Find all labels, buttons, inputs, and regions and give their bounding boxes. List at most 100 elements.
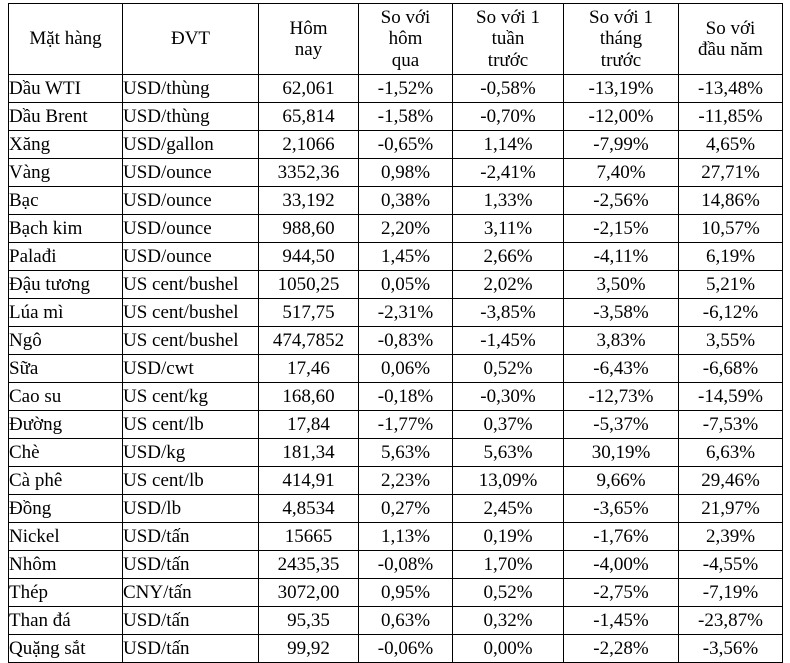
change-vs-week-cell: 0,37% xyxy=(452,410,564,439)
change-vs-month-cell: 3,50% xyxy=(563,270,679,299)
change-vs-ytd-cell: -7,53% xyxy=(678,410,783,439)
unit-cell: USD/cwt xyxy=(122,354,259,383)
change-vs-week-cell: 2,02% xyxy=(452,270,564,299)
change-vs-yesterday-cell: 0,95% xyxy=(358,578,453,607)
commodity-name-cell: Nhôm xyxy=(8,550,123,579)
unit-cell: US cent/kg xyxy=(122,382,259,411)
change-vs-week-cell: 1,14% xyxy=(452,130,564,159)
change-vs-ytd-cell: 3,55% xyxy=(678,326,783,355)
header-line: tuần xyxy=(491,28,525,50)
table-row: Chè USD/kg 181,34 5,63% 5,63% 30,19% 6,63% xyxy=(8,438,783,467)
today-price-cell: 17,46 xyxy=(258,354,359,383)
change-vs-ytd-cell: 10,57% xyxy=(678,214,783,243)
commodity-name-cell: Dầu WTI xyxy=(8,74,123,103)
change-vs-ytd-cell: -7,19% xyxy=(678,578,783,607)
change-vs-ytd-cell: 21,97% xyxy=(678,494,783,523)
change-vs-month-cell: -3,58% xyxy=(563,298,679,327)
table-row: Xăng USD/gallon 2,1066 -0,65% 1,14% -7,99% 4,6… xyxy=(8,130,783,159)
table-row: Cao su US cent/kg 168,60 -0,18% -0,30% -12,73… xyxy=(8,382,783,411)
today-price-cell: 988,60 xyxy=(258,214,359,243)
change-vs-week-cell: 0,32% xyxy=(452,606,564,635)
header-line: qua xyxy=(391,49,420,71)
commodity-name-cell: Bạc xyxy=(8,186,123,215)
change-vs-yesterday-cell: -1,58% xyxy=(358,102,453,131)
change-vs-week-cell: -1,45% xyxy=(452,326,564,355)
change-vs-month-cell: 3,83% xyxy=(563,326,679,355)
change-vs-yesterday-cell: -1,77% xyxy=(358,410,453,439)
unit-cell: USD/tấn xyxy=(122,606,259,635)
header-line: hôm xyxy=(388,28,423,50)
table-row: Dầu WTI USD/thùng 62,061 -1,52% -0,58% -13,19… xyxy=(8,74,783,103)
unit-cell: USD/ounce xyxy=(122,158,259,187)
table-row: Quặng sắt USD/tấn 99,92 -0,06% 0,00% -2,28% -3… xyxy=(8,634,783,663)
change-vs-yesterday-cell: 0,63% xyxy=(358,606,453,635)
today-price-cell: 2,1066 xyxy=(258,130,359,159)
header-line: tháng xyxy=(599,28,643,50)
unit-cell: USD/lb xyxy=(122,494,259,523)
change-vs-yesterday-cell: 0,27% xyxy=(358,494,453,523)
change-vs-month-cell: 9,66% xyxy=(563,466,679,495)
today-price-cell: 3352,36 xyxy=(258,158,359,187)
today-price-cell: 944,50 xyxy=(258,242,359,271)
change-vs-ytd-cell: 4,65% xyxy=(678,130,783,159)
today-price-cell: 414,91 xyxy=(258,466,359,495)
commodity-name-cell: Bạch kim xyxy=(8,214,123,243)
table-row: Đường US cent/lb 17,84 -1,77% 0,37% -5,37% -7,… xyxy=(8,410,783,439)
change-vs-month-cell: 7,40% xyxy=(563,158,679,187)
change-vs-month-cell: -1,45% xyxy=(563,606,679,635)
today-price-cell: 65,814 xyxy=(258,102,359,131)
change-vs-yesterday-cell: -0,83% xyxy=(358,326,453,355)
header-row: Mặt hàng ĐVT Hôm nay So với hôm qua So v… xyxy=(8,3,783,75)
change-vs-yesterday-cell: 1,13% xyxy=(358,522,453,551)
change-vs-week-cell: 5,63% xyxy=(452,438,564,467)
change-vs-ytd-cell: 6,63% xyxy=(678,438,783,467)
header-line: So với xyxy=(380,7,431,29)
change-vs-month-cell: -2,28% xyxy=(563,634,679,663)
table-row: Ngô US cent/bushel 474,7852 -0,83% -1,45% 3,8… xyxy=(8,326,783,355)
column-header-vs-yesterday: So với hôm qua xyxy=(358,3,453,75)
table-body: Dầu WTI USD/thùng 62,061 -1,52% -0,58% -13,19… xyxy=(8,74,783,663)
table-row: Than đá USD/tấn 95,35 0,63% 0,32% -1,45% -23,8… xyxy=(8,606,783,635)
table-row: Nhôm USD/tấn 2435,35 -0,08% 1,70% -4,00% -4,55… xyxy=(8,550,783,579)
change-vs-week-cell: -0,30% xyxy=(452,382,564,411)
header-line: trước xyxy=(487,49,529,71)
table-row: Lúa mì US cent/bushel 517,75 -2,31% -3,85% -3… xyxy=(8,298,783,327)
change-vs-month-cell: -2,56% xyxy=(563,186,679,215)
change-vs-week-cell: -0,58% xyxy=(452,74,564,103)
change-vs-ytd-cell: 27,71% xyxy=(678,158,783,187)
commodity-name-cell: Than đá xyxy=(8,606,123,635)
header-line: trước xyxy=(600,49,642,71)
change-vs-week-cell: 1,70% xyxy=(452,550,564,579)
table-header: Mặt hàng ĐVT Hôm nay So với hôm qua So v… xyxy=(8,3,783,75)
commodity-price-table: Mặt hàng ĐVT Hôm nay So với hôm qua So v… xyxy=(8,3,783,663)
header-line: So với 1 xyxy=(589,7,653,29)
change-vs-yesterday-cell: -0,06% xyxy=(358,634,453,663)
commodity-name-cell: Dầu Brent xyxy=(8,102,123,131)
change-vs-ytd-cell: -6,68% xyxy=(678,354,783,383)
change-vs-ytd-cell: 2,39% xyxy=(678,522,783,551)
change-vs-yesterday-cell: 2,23% xyxy=(358,466,453,495)
change-vs-yesterday-cell: -0,18% xyxy=(358,382,453,411)
change-vs-month-cell: -3,65% xyxy=(563,494,679,523)
unit-cell: USD/tấn xyxy=(122,634,259,663)
commodity-name-cell: Thép xyxy=(8,578,123,607)
change-vs-week-cell: 2,45% xyxy=(452,494,564,523)
change-vs-ytd-cell: -13,48% xyxy=(678,74,783,103)
unit-cell: USD/ounce xyxy=(122,186,259,215)
table-row: Cà phê US cent/lb 414,91 2,23% 13,09% 9,66% 29… xyxy=(8,466,783,495)
today-price-cell: 99,92 xyxy=(258,634,359,663)
unit-cell: US cent/bushel xyxy=(122,326,259,355)
change-vs-month-cell: -5,37% xyxy=(563,410,679,439)
today-price-cell: 474,7852 xyxy=(258,326,359,355)
unit-cell: US cent/lb xyxy=(122,466,259,495)
change-vs-ytd-cell: 14,86% xyxy=(678,186,783,215)
change-vs-yesterday-cell: 1,45% xyxy=(358,242,453,271)
column-header-vs-week: So với 1 tuần trước xyxy=(452,3,564,75)
column-header-today: Hôm nay xyxy=(258,3,359,75)
table-row: Bạch kim USD/ounce 988,60 2,20% 3,11% -2,15% 1… xyxy=(8,214,783,243)
change-vs-yesterday-cell: 0,05% xyxy=(358,270,453,299)
unit-cell: US cent/bushel xyxy=(122,270,259,299)
table-row: Bạc USD/ounce 33,192 0,38% 1,33% -2,56% 14,86% xyxy=(8,186,783,215)
commodity-price-sheet: Mặt hàng ĐVT Hôm nay So với hôm qua So v… xyxy=(8,3,783,663)
change-vs-ytd-cell: -14,59% xyxy=(678,382,783,411)
